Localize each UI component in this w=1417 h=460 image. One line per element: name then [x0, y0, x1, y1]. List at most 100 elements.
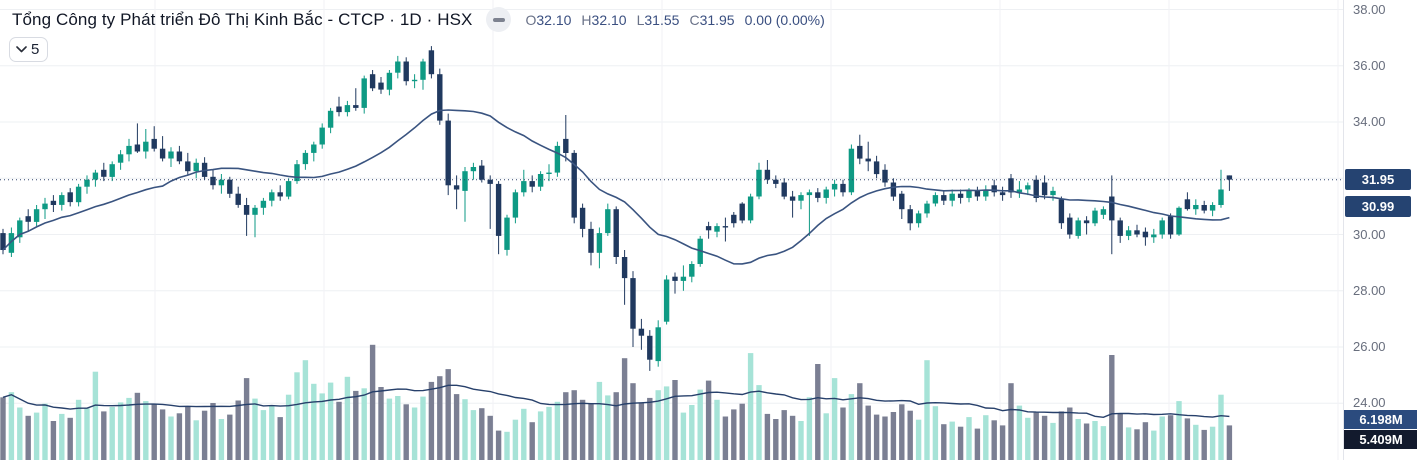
volume-bar: [806, 397, 813, 460]
candle-body: [445, 120, 451, 186]
volume-bar: [437, 376, 443, 460]
candle-body: [437, 74, 443, 121]
candle-body: [966, 190, 972, 198]
candle-body: [428, 50, 435, 75]
volume-bar: [201, 410, 208, 460]
volume-bar: [630, 383, 636, 460]
volume-bar: [831, 378, 838, 460]
candle-body: [0, 233, 6, 250]
candle-body: [1025, 185, 1031, 190]
volume-bar: [134, 392, 141, 460]
volume-bar: [1201, 429, 1207, 460]
volume-bar: [67, 417, 73, 460]
candle-body: [361, 78, 367, 108]
volume-bar: [663, 386, 670, 460]
volume-bar: [75, 399, 82, 460]
dash-glyph: [492, 17, 505, 22]
candle-body: [378, 82, 384, 90]
candle-body: [1008, 178, 1014, 193]
volume-bar: [605, 395, 611, 460]
minimize-dash-icon[interactable]: [486, 7, 512, 32]
candle-body: [1041, 182, 1048, 196]
indicator-count-chip[interactable]: 5: [9, 37, 49, 62]
candle-body: [596, 233, 603, 253]
volume-bar: [453, 394, 460, 460]
volume-bar: [59, 413, 65, 460]
volume-bar: [143, 401, 149, 460]
candle-body: [638, 328, 645, 336]
candle-body: [1075, 220, 1081, 236]
volume-bar: [697, 389, 703, 460]
price-ma-line: [2, 109, 1230, 265]
candle-body: [126, 145, 132, 155]
price-axis-pane[interactable]: 31.95 30.99 6.198M 5.409M 38.00 36.00 34.0…: [1343, 0, 1417, 460]
volume-bar: [764, 413, 771, 460]
volume-bar: [1092, 421, 1098, 460]
volume-bar: [647, 397, 653, 460]
candle-body: [831, 183, 838, 190]
candle-body: [907, 209, 913, 224]
price-tick-label: 34.00: [1353, 114, 1386, 129]
volume-bar: [731, 409, 737, 460]
candle-body: [1016, 189, 1023, 193]
volume-bar: [25, 415, 31, 460]
candle-body: [143, 141, 149, 152]
candle-body: [92, 172, 99, 180]
volume-bar: [84, 408, 90, 460]
candle-body: [899, 193, 905, 210]
volume-bar: [17, 407, 23, 460]
candle-body: [957, 193, 964, 198]
candle-body: [277, 192, 283, 197]
volume-bar: [999, 425, 1006, 460]
candle-body: [59, 195, 65, 205]
candlestick-chart-canvas[interactable]: [0, 0, 1343, 460]
volume-bar: [420, 396, 426, 460]
candle-body: [75, 186, 82, 203]
volume-bar: [168, 416, 174, 460]
volume-bar: [336, 401, 342, 460]
candle-body: [672, 276, 678, 281]
volume-bar: [311, 383, 317, 460]
volume-bar: [1151, 430, 1157, 460]
volume-bar: [949, 421, 955, 460]
candle-body: [453, 185, 460, 190]
candle-body: [185, 161, 191, 172]
volume-bar: [101, 411, 107, 460]
volume-bar: [1067, 407, 1073, 460]
candle-body: [285, 181, 292, 197]
volume-bar: [285, 394, 292, 460]
candle-body: [1193, 205, 1199, 210]
candle-body: [663, 279, 670, 322]
price-tick-label: 24.00: [1353, 395, 1386, 410]
volume-bar: [395, 396, 401, 460]
volume-bar: [151, 404, 157, 460]
candle-body: [1117, 220, 1123, 236]
candle-body: [193, 162, 199, 172]
volume-bar: [579, 399, 586, 460]
candle-body: [579, 207, 586, 229]
price-tick-label: 38.00: [1353, 2, 1386, 17]
candle-body: [109, 164, 115, 177]
volume-bar: [789, 415, 796, 460]
candle-body: [630, 278, 636, 329]
candle-body: [1125, 230, 1132, 236]
candle-body: [756, 169, 762, 197]
chevron-down-icon: [16, 46, 27, 53]
price-tick-label: 28.00: [1353, 283, 1386, 298]
volume-bar: [773, 419, 779, 460]
symbol-title[interactable]: Tổng Công ty Phát triển Đô Thị Kinh Bắc …: [12, 9, 473, 29]
candle-body: [210, 176, 216, 186]
candle-body: [470, 167, 477, 172]
volume-bar: [554, 401, 561, 460]
volume-bar: [386, 398, 393, 460]
volume-bar: [1226, 425, 1233, 460]
volume-bar: [722, 416, 729, 460]
chart-legend: Tổng Công ty Phát triển Đô Thị Kinh Bắc …: [12, 7, 825, 32]
candle-body: [789, 196, 796, 201]
volume-bar: [840, 407, 846, 460]
candle-body: [705, 226, 712, 231]
volume-bar: [1016, 405, 1023, 460]
candle-body: [546, 172, 552, 174]
volume-bar: [966, 417, 972, 460]
